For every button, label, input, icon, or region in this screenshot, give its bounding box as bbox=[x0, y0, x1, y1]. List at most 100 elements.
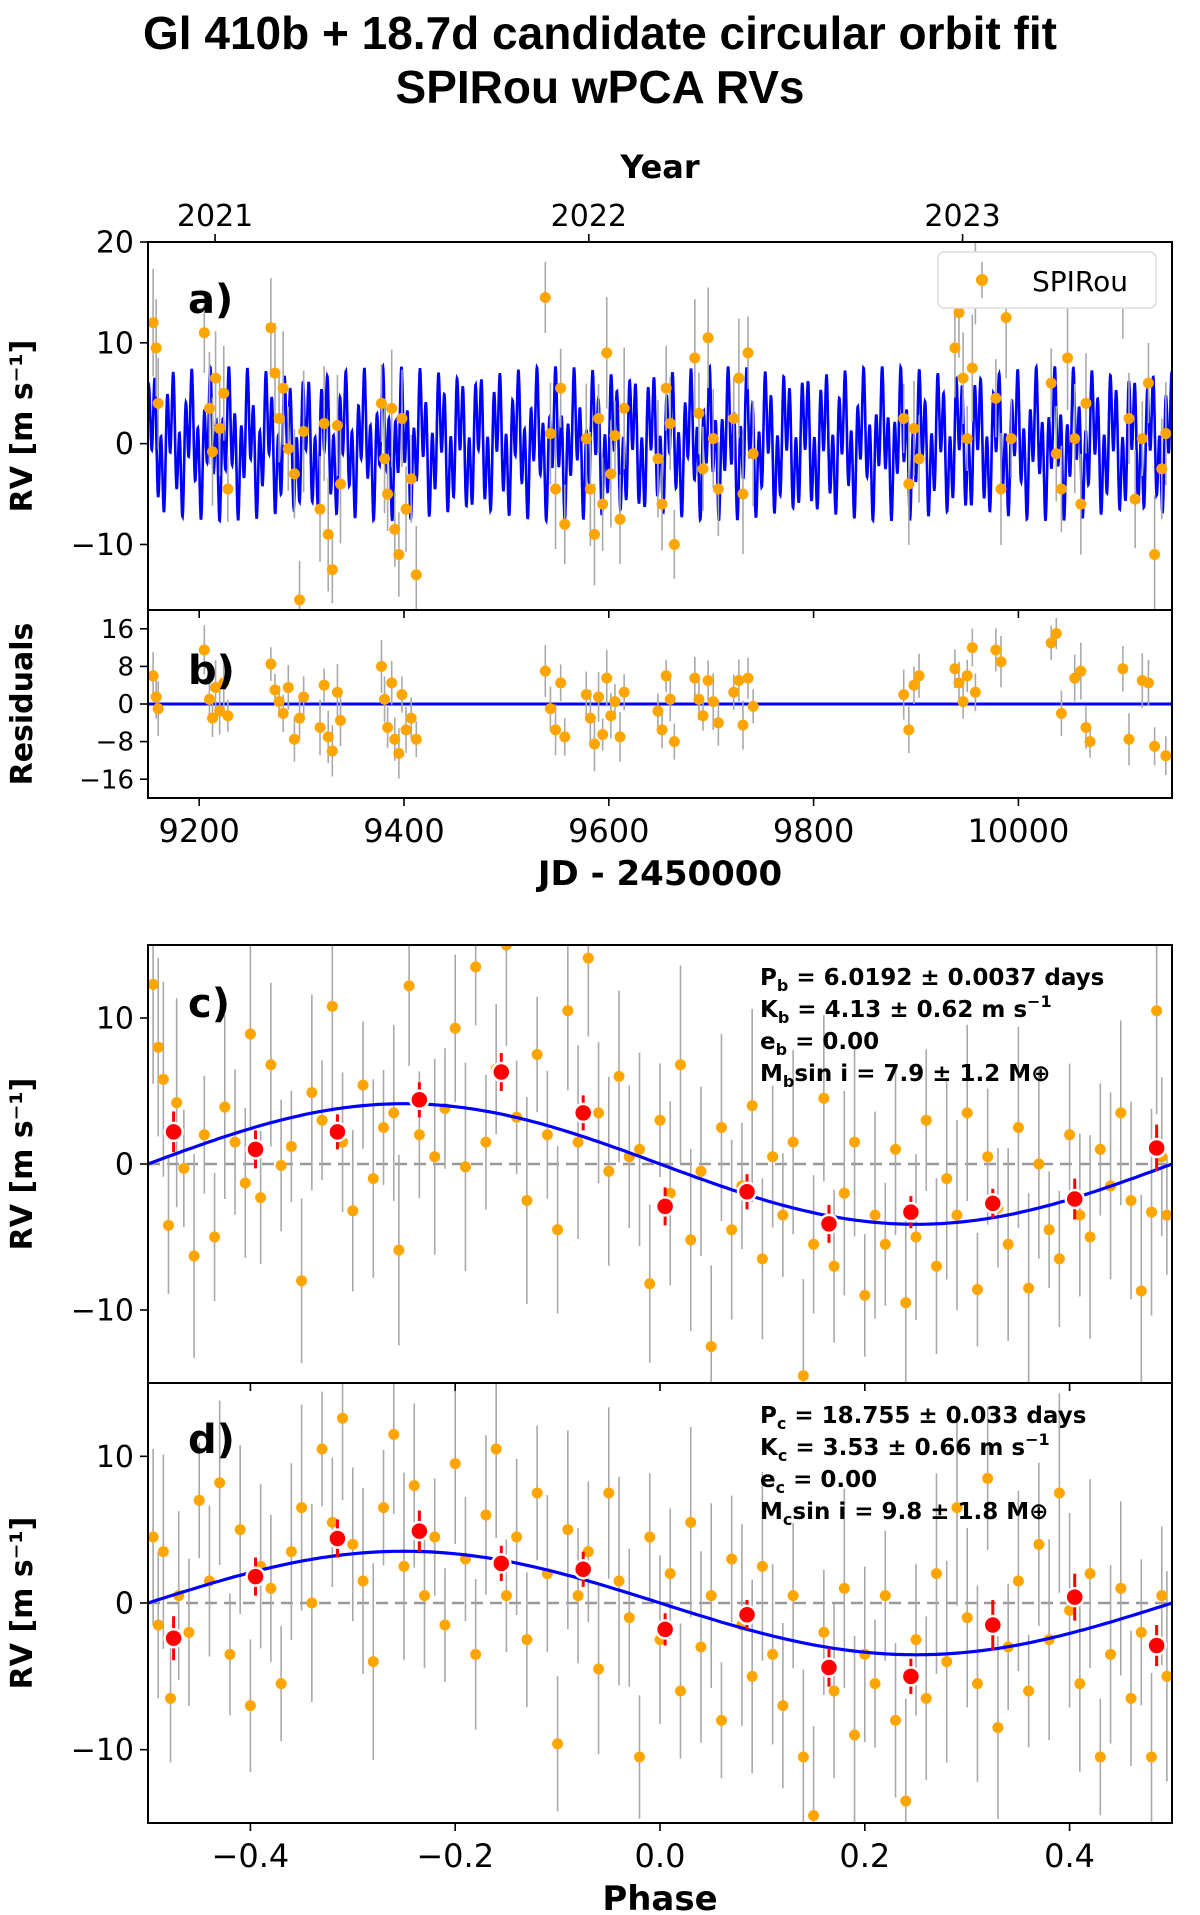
phase-data-point bbox=[470, 1648, 482, 1660]
rv-data-point bbox=[150, 342, 162, 354]
residual-data-point bbox=[318, 679, 330, 691]
binned-point bbox=[1146, 1137, 1167, 1159]
top-axis-tick-label: 2022 bbox=[551, 199, 627, 234]
residual-data-point bbox=[150, 691, 162, 703]
rv-data-point bbox=[222, 483, 234, 495]
x-axis-label-jd: JD - 2450000 bbox=[536, 854, 782, 894]
residual-data-point bbox=[214, 705, 226, 717]
rv-data-point bbox=[597, 498, 609, 510]
rv-data-point bbox=[298, 426, 310, 438]
phase-data-point bbox=[582, 952, 594, 964]
residual-data-point bbox=[294, 712, 306, 724]
phase-data-point bbox=[869, 1209, 881, 1221]
residual-data-point bbox=[660, 670, 672, 682]
phase-data-point bbox=[767, 1151, 779, 1163]
y-axis-label: RV [m s⁻¹] bbox=[5, 340, 40, 513]
orbit-parameter-line: Pc = 18.755 ± 0.033 days bbox=[760, 1403, 1086, 1433]
residual-data-point bbox=[995, 656, 1007, 668]
phase-data-point bbox=[726, 1553, 738, 1565]
binned-point bbox=[245, 1566, 266, 1587]
phase-data-point bbox=[188, 1250, 200, 1262]
binned-point bbox=[572, 1102, 594, 1124]
phase-data-point bbox=[429, 1531, 441, 1543]
phase-data-point bbox=[357, 1079, 369, 1091]
residual-data-point bbox=[588, 738, 600, 750]
phase-data-point bbox=[920, 1114, 932, 1126]
phase-data-point bbox=[171, 1097, 183, 1109]
x-tick-label: 9400 bbox=[363, 812, 444, 850]
residual-data-point bbox=[210, 682, 222, 694]
binned-point bbox=[572, 1559, 594, 1580]
residual-data-point bbox=[664, 693, 676, 705]
y-tick-label: 20 bbox=[96, 226, 134, 261]
phase-data-point bbox=[890, 1143, 902, 1155]
rv-data-point bbox=[747, 448, 759, 460]
rv-data-point bbox=[269, 367, 281, 379]
residual-data-point bbox=[1149, 740, 1161, 752]
panel-c-plot bbox=[148, 945, 1172, 1383]
phase-data-point bbox=[1084, 1568, 1096, 1580]
phase-data-point bbox=[644, 1278, 656, 1290]
phase-data-point bbox=[193, 1494, 205, 1506]
phase-data-point bbox=[910, 1231, 922, 1243]
residual-data-point bbox=[335, 714, 347, 726]
binned-point bbox=[654, 1196, 676, 1217]
phase-data-point bbox=[165, 1692, 177, 1704]
rv-data-point bbox=[1080, 397, 1092, 409]
rv-data-point bbox=[733, 372, 745, 384]
phase-data-point bbox=[695, 1165, 707, 1177]
residual-data-point bbox=[618, 686, 630, 698]
residual-data-point bbox=[288, 733, 300, 745]
phase-data-point bbox=[1125, 1692, 1137, 1704]
phase-data-point bbox=[1002, 1238, 1014, 1250]
phase-data-point bbox=[849, 1136, 861, 1148]
phase-data-point bbox=[674, 1685, 686, 1697]
phase-data-point bbox=[705, 1590, 717, 1602]
phase-data-point bbox=[797, 1370, 809, 1382]
residual-data-point bbox=[742, 672, 754, 684]
rv-data-point bbox=[664, 417, 676, 429]
residual-data-point bbox=[382, 722, 394, 733]
phase-data-point bbox=[726, 1224, 738, 1236]
rv-data-point bbox=[656, 498, 668, 510]
residual-data-point bbox=[410, 733, 422, 745]
phase-data-point bbox=[869, 1678, 881, 1690]
residual-data-point bbox=[693, 693, 705, 705]
residual-data-point bbox=[903, 724, 915, 736]
figure-title-line-2: SPIRou wPCA RVs bbox=[395, 61, 805, 113]
phase-data-point bbox=[849, 1729, 861, 1741]
phase-data-point bbox=[429, 1151, 441, 1163]
residual-data-point bbox=[707, 696, 719, 708]
binned-point bbox=[163, 1121, 184, 1143]
rv-data-point bbox=[1055, 483, 1067, 495]
residual-data-point bbox=[733, 675, 745, 686]
rv-data-point bbox=[693, 407, 705, 419]
rv-data-point bbox=[326, 564, 338, 576]
phase-data-point bbox=[797, 1751, 809, 1763]
phase-data-point bbox=[746, 1670, 758, 1682]
phase-data-point bbox=[224, 1648, 236, 1660]
phase-data-point bbox=[572, 1136, 584, 1148]
residual-data-point bbox=[614, 731, 626, 743]
legend-box bbox=[937, 251, 1157, 309]
phase-data-point bbox=[531, 1487, 543, 1499]
phase-data-point bbox=[152, 1619, 164, 1631]
residual-data-point bbox=[375, 660, 387, 672]
phase-data-point bbox=[367, 1656, 379, 1668]
phase-data-point bbox=[644, 1531, 656, 1543]
residual-data-point bbox=[393, 747, 405, 759]
rv-data-point bbox=[707, 433, 719, 445]
rv-data-point bbox=[393, 549, 405, 561]
phase-data-point bbox=[1115, 1582, 1127, 1594]
rv-data-point bbox=[995, 483, 1007, 495]
phase-data-point bbox=[777, 1209, 789, 1221]
phase-data-point bbox=[1023, 1685, 1035, 1697]
phase-data-point bbox=[418, 1590, 430, 1602]
panel-label-a: a) bbox=[188, 277, 233, 323]
phase-data-point bbox=[593, 1107, 605, 1119]
phase-data-point bbox=[1156, 1590, 1168, 1602]
phase-data-point bbox=[1033, 1158, 1045, 1170]
x-axis-label-phase: Phase bbox=[602, 1879, 717, 1915]
residual-data-point bbox=[712, 717, 724, 729]
residual-data-point bbox=[668, 736, 680, 748]
